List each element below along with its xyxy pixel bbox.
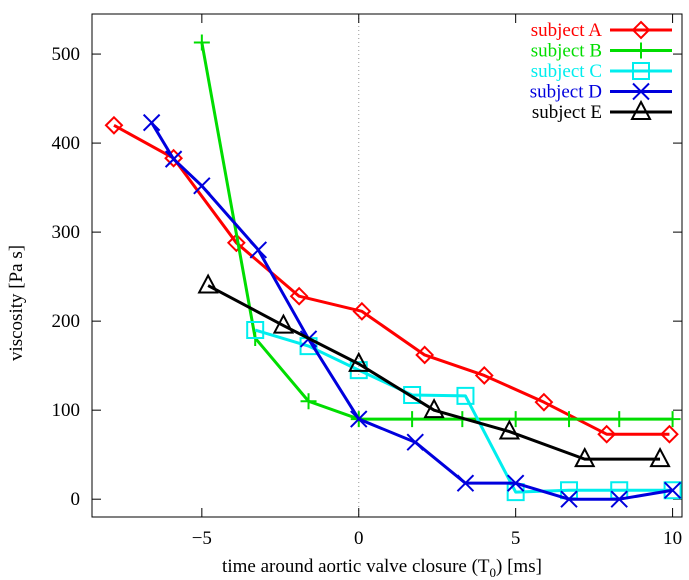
series-line (150, 121, 673, 501)
data-point (474, 366, 494, 385)
x-tick-label: 0 (354, 528, 364, 549)
data-point (349, 361, 368, 380)
data-point (611, 411, 628, 428)
data-point (249, 241, 268, 259)
legend-label: subject D (530, 82, 602, 103)
data-point (660, 424, 679, 444)
data-point (404, 411, 421, 428)
y-tick-label: 400 (52, 133, 81, 154)
data-point (350, 410, 368, 428)
data-point (664, 411, 681, 428)
x-axis-label: time around aortic valve closure (T0) [m… (222, 556, 542, 580)
x-axis-label-tail: ) [ms] (496, 556, 542, 577)
data-point (610, 490, 628, 508)
y-tick-label: 300 (52, 222, 81, 243)
legend-entry: subject B (531, 41, 672, 62)
data-point (632, 62, 650, 80)
y-tick-label: 500 (52, 44, 81, 65)
data-point (164, 150, 183, 168)
plot-area (91, 13, 683, 518)
data-point (164, 148, 184, 168)
x-axis-label-subscript: 0 (490, 565, 497, 580)
data-point (352, 301, 372, 321)
data-point (456, 474, 475, 492)
series-subject-e (197, 273, 671, 468)
data-point (633, 42, 649, 59)
data-point (560, 490, 578, 508)
legend-entry: subject C (531, 61, 672, 82)
data-point (226, 233, 246, 253)
y-tick-label: 200 (52, 311, 81, 332)
legend-label: subject C (531, 61, 602, 82)
series-line (254, 328, 673, 494)
data-point (632, 82, 650, 101)
y-axis-label: viscosity [Pa s] (6, 245, 27, 361)
series-line (200, 42, 673, 421)
data-point (193, 177, 211, 195)
series-subject-c (246, 321, 682, 502)
legend-entry: subject A (531, 20, 672, 41)
y-tick-label: 0 (71, 489, 81, 510)
data-point (272, 313, 295, 334)
data-point (506, 474, 525, 492)
data-point (423, 398, 445, 419)
legend-entry: subject D (530, 82, 672, 103)
data-point (597, 424, 617, 444)
data-point (663, 481, 682, 499)
data-point (574, 446, 596, 468)
series-layer (104, 34, 682, 508)
series-subject-d (142, 113, 682, 508)
data-point (498, 419, 521, 440)
data-point (534, 392, 554, 412)
data-point (142, 113, 161, 132)
data-point (649, 446, 671, 468)
data-point (415, 345, 435, 365)
legend-label: subject B (531, 41, 602, 62)
x-axis-label-main: time around aortic valve closure (T (222, 556, 490, 577)
series-subject-a (104, 115, 679, 444)
data-point (104, 115, 124, 135)
data-point (289, 286, 309, 306)
x-tick-label: −5 (192, 528, 212, 549)
x-tick-label: 10 (663, 528, 682, 549)
x-tick-label: 5 (511, 528, 521, 549)
data-point (456, 386, 475, 405)
data-point (300, 393, 317, 410)
data-point (507, 411, 524, 428)
data-point (406, 433, 424, 451)
series-line (113, 123, 670, 436)
data-point (630, 99, 652, 120)
legend-label: subject A (531, 20, 603, 41)
data-point (561, 411, 578, 428)
data-point (193, 34, 210, 51)
data-point (348, 351, 370, 372)
legend-label: subject E (532, 102, 602, 123)
data-point (246, 321, 265, 340)
legend-entry: subject E (532, 99, 672, 123)
data-point (197, 273, 219, 294)
series-subject-b (193, 34, 681, 428)
series-line (207, 284, 661, 461)
y-tick-label: 100 (52, 400, 81, 421)
data-point (631, 20, 651, 40)
